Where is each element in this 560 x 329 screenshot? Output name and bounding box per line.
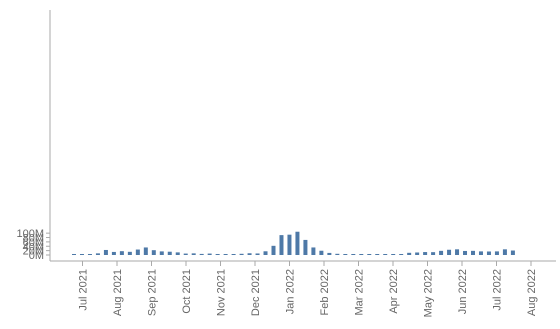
bar [367, 254, 372, 255]
x-tick-label: Dec 2021 [250, 269, 262, 316]
bar [103, 249, 108, 255]
bar [343, 254, 348, 255]
bar [303, 239, 308, 255]
bar [135, 249, 140, 255]
bar [239, 253, 244, 255]
y-tick-label: 80M [23, 233, 44, 245]
bar [87, 254, 92, 255]
bar [271, 245, 276, 255]
x-tick-label: Sep 2021 [147, 269, 159, 316]
bar [231, 254, 236, 255]
x-tick-label: Mar 2022 [354, 269, 366, 315]
y-tick-label: 100M [16, 228, 44, 240]
x-tick-label: Jan 2022 [285, 269, 297, 314]
bar [207, 253, 212, 255]
bar [431, 252, 436, 255]
x-tick-label: Feb 2022 [319, 269, 331, 315]
bar [287, 234, 292, 255]
bar [183, 253, 188, 255]
bar [215, 254, 220, 255]
bar [79, 254, 84, 255]
bar [295, 231, 300, 255]
x-tick-label: Jul 2022 [492, 269, 504, 311]
bar [383, 254, 388, 255]
x-tick-label: Nov 2021 [216, 269, 228, 316]
y-tick-label: 40M [23, 241, 44, 253]
bar [72, 254, 76, 255]
x-tick-label: May 2022 [423, 269, 435, 317]
bar [510, 250, 515, 255]
bar [263, 251, 268, 255]
bar [159, 251, 164, 255]
x-tick-label: Apr 2022 [388, 269, 400, 314]
bar [399, 254, 404, 255]
x-tick-label: Jun 2022 [457, 269, 469, 314]
bar [327, 252, 332, 255]
bar [279, 235, 284, 255]
x-tick-label: Aug 2021 [112, 269, 124, 316]
bar [143, 247, 148, 255]
bar [151, 250, 156, 255]
y-tick-label: 60M [23, 237, 44, 249]
bar [423, 252, 428, 255]
bar [502, 249, 507, 255]
bar [127, 251, 132, 255]
bar [407, 252, 412, 255]
bar [439, 250, 444, 255]
bar [351, 254, 356, 255]
x-tick-label: Aug 2022 [526, 269, 538, 316]
bar [486, 251, 491, 255]
bar [359, 254, 364, 255]
bar [455, 249, 460, 255]
bar [319, 250, 324, 255]
bar [223, 254, 228, 255]
y-tick-label: 0M [29, 250, 44, 262]
bar [335, 253, 340, 255]
bar [191, 253, 196, 255]
bar [175, 252, 180, 255]
bar [167, 251, 172, 255]
bar [494, 251, 499, 255]
bar [415, 252, 420, 255]
bar [463, 250, 468, 255]
bar [111, 251, 116, 255]
bar [375, 254, 380, 255]
bar [447, 249, 452, 255]
bar-series [72, 231, 515, 255]
bar [255, 253, 260, 255]
bar [471, 250, 475, 255]
x-tick-label: Oct 2021 [181, 269, 193, 314]
bar [391, 254, 396, 255]
bar [119, 251, 124, 255]
bar [247, 253, 252, 255]
y-tick-label: 20M [23, 246, 44, 258]
bar [478, 251, 483, 255]
bar [199, 253, 204, 255]
bar [311, 247, 316, 255]
x-axis: Jul 2021 Aug 2021 Sep 2021 Oct 2021 Nov 2021… [50, 260, 556, 317]
bar [95, 253, 100, 255]
x-tick-label: Jul 2021 [78, 269, 90, 311]
